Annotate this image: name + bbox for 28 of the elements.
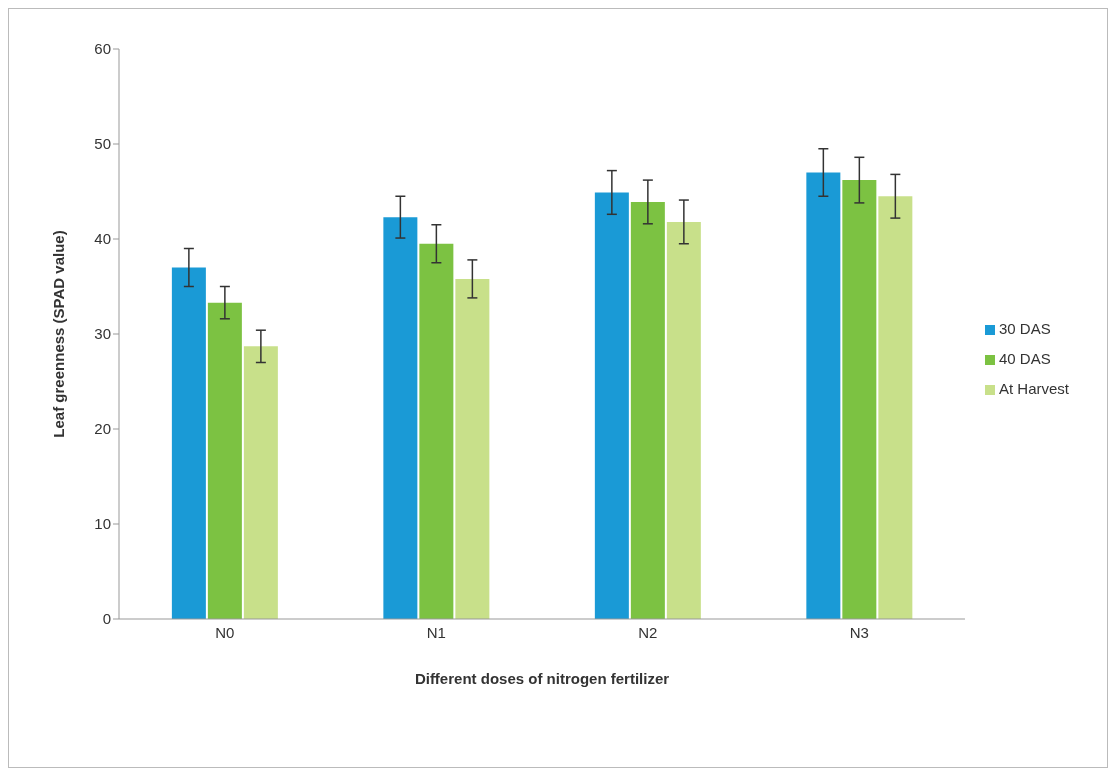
legend-label: At Harvest	[998, 380, 1069, 397]
x-tick-label: N1	[426, 623, 446, 641]
bar	[594, 192, 629, 619]
y-tick-label: 20	[94, 420, 111, 438]
bar	[630, 201, 665, 619]
bar	[383, 217, 418, 619]
x-tick-label: N2	[638, 623, 658, 641]
bar	[207, 302, 242, 619]
bar	[171, 267, 206, 619]
y-axis-title: Leaf greenness (SPAD value)	[50, 230, 68, 438]
bar	[806, 172, 841, 619]
y-tick-label: 40	[94, 230, 111, 248]
x-axis-title: Different doses of nitrogen fertilizer	[414, 670, 670, 687]
y-tick-label: 10	[94, 515, 111, 533]
y-tick-label: 0	[102, 610, 111, 628]
bar	[243, 346, 278, 619]
x-tick-label: N3	[849, 623, 869, 641]
x-tick-label: N0	[215, 623, 235, 641]
y-tick-label: 60	[94, 40, 111, 58]
legend-label: 40 DAS	[998, 350, 1051, 367]
bar	[455, 278, 490, 619]
bar	[842, 180, 877, 619]
bar	[878, 196, 913, 619]
y-tick-label: 50	[94, 135, 111, 153]
y-tick-label: 30	[94, 325, 111, 343]
bar	[666, 221, 701, 619]
legend-label: 30 DAS	[998, 320, 1051, 337]
bar	[419, 243, 454, 619]
